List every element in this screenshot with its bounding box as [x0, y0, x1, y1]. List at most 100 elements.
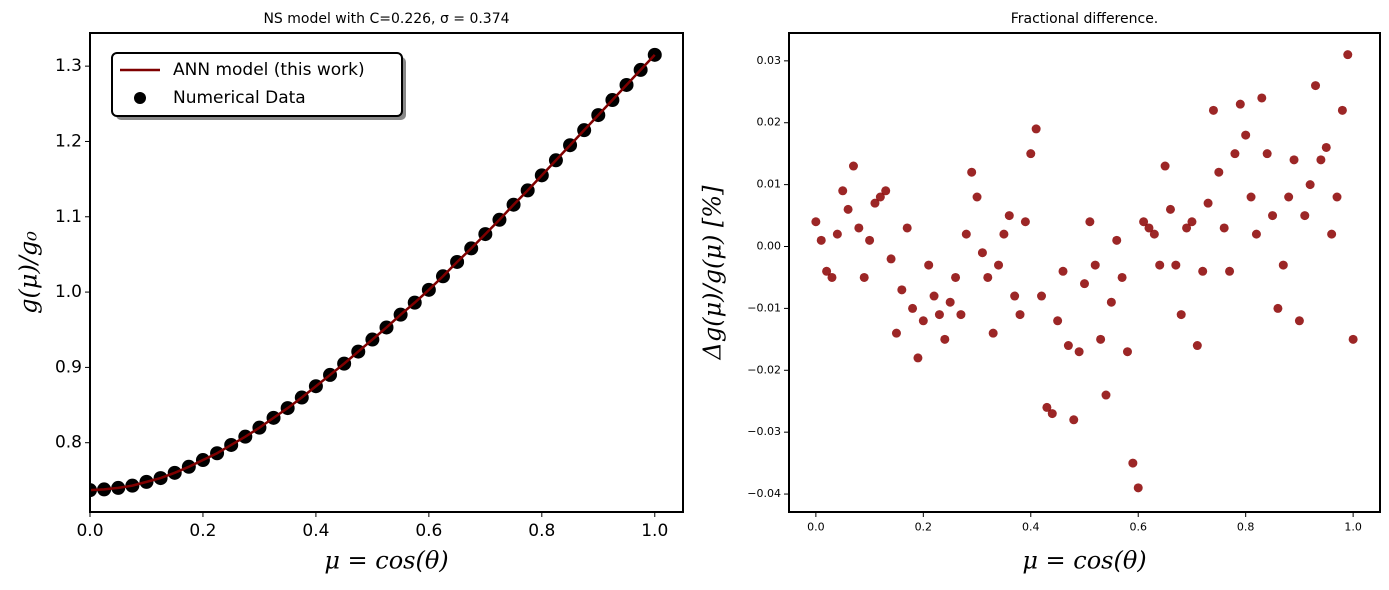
x-tick-label: 0.6 — [1129, 521, 1147, 534]
data-point — [1337, 105, 1347, 115]
chart-title: Fractional difference. — [1011, 11, 1159, 27]
legend — [111, 52, 403, 117]
data-point — [1176, 310, 1186, 320]
x-tick-label: 0.8 — [1237, 521, 1255, 534]
data-point — [1144, 223, 1154, 233]
data-point — [972, 192, 982, 202]
data-point — [854, 223, 864, 233]
data-point — [1316, 155, 1326, 165]
data-point — [1246, 192, 1256, 202]
data-point — [1208, 105, 1218, 115]
legend-swatch — [134, 92, 146, 104]
x-tick-label: 0.8 — [528, 521, 555, 541]
data-point — [1327, 229, 1337, 239]
y-tick-label: −0.01 — [747, 301, 781, 314]
x-tick-label: 1.0 — [1344, 521, 1362, 534]
data-point — [1262, 149, 1272, 159]
data-point — [886, 254, 896, 264]
data-point — [940, 334, 950, 344]
data-point — [1321, 142, 1331, 152]
data-point — [1085, 217, 1095, 227]
data-point — [1289, 155, 1299, 165]
y-tick-label: 1.0 — [55, 282, 82, 302]
data-point — [897, 285, 907, 295]
data-point — [1294, 316, 1304, 326]
data-point — [1214, 167, 1224, 177]
data-point — [1235, 99, 1245, 109]
data-point — [1160, 161, 1170, 171]
data-point — [913, 353, 923, 363]
y-tick-label: 0.01 — [757, 178, 782, 191]
data-point — [1128, 458, 1138, 468]
data-point — [1268, 211, 1278, 221]
data-point — [1031, 124, 1041, 134]
x-tick-label: 0.4 — [1022, 521, 1040, 534]
data-point — [891, 328, 901, 338]
data-point — [832, 229, 842, 239]
data-point — [1063, 341, 1073, 351]
data-point — [1042, 402, 1052, 412]
data-point — [848, 161, 858, 171]
data-point — [1026, 149, 1036, 159]
data-point — [961, 229, 971, 239]
y-tick-label: 1.3 — [55, 56, 82, 76]
data-point — [816, 235, 826, 245]
data-point — [1053, 316, 1063, 326]
y-tick-label: 0.9 — [55, 357, 82, 377]
data-point — [1133, 483, 1143, 493]
data-point — [1343, 50, 1353, 60]
data-point — [1047, 409, 1057, 419]
axes-frame — [89, 32, 684, 513]
data-point — [1278, 260, 1288, 270]
data-point — [1187, 217, 1197, 227]
data-point — [1096, 334, 1106, 344]
data-point — [1300, 211, 1310, 221]
legend-label: ANN model (this work) — [173, 60, 365, 80]
y-axis-label: Δg(μ)/g(μ) [%] — [699, 185, 727, 361]
data-point — [1155, 260, 1165, 270]
y-tick-label: 0.00 — [757, 240, 782, 253]
data-point — [1080, 279, 1089, 289]
data-point — [1171, 260, 1181, 270]
data-point — [1101, 390, 1111, 400]
y-tick-label: 1.2 — [55, 131, 82, 151]
data-point — [1037, 291, 1047, 301]
data-point — [1219, 223, 1229, 233]
data-point — [881, 186, 891, 196]
axes-frame — [788, 32, 1381, 513]
data-point — [1058, 266, 1068, 276]
data-point — [822, 266, 832, 276]
data-point — [967, 167, 977, 177]
data-point — [1273, 303, 1283, 313]
data-point — [1230, 149, 1240, 159]
data-point — [1112, 235, 1122, 245]
data-point — [1251, 229, 1261, 239]
y-tick-label: 0.03 — [757, 54, 782, 67]
data-point — [951, 272, 961, 282]
x-tick-label: 0.4 — [302, 521, 329, 541]
data-point — [838, 186, 848, 196]
data-point — [1241, 130, 1251, 140]
data-point — [1203, 198, 1213, 208]
y-axis-label: g(μ)/g₀ — [15, 231, 43, 314]
data-point — [1149, 229, 1159, 239]
data-point — [811, 217, 821, 227]
data-point — [908, 303, 918, 313]
data-point — [865, 235, 875, 245]
data-point — [1192, 341, 1202, 351]
data-point — [929, 291, 939, 301]
data-point — [870, 198, 880, 208]
data-point — [1004, 211, 1014, 221]
data-point — [1074, 347, 1084, 357]
data-point — [956, 310, 966, 320]
data-point — [1332, 192, 1342, 202]
data-point — [1198, 266, 1208, 276]
data-point — [827, 272, 837, 282]
data-point — [1090, 260, 1100, 270]
data-point — [918, 316, 928, 326]
data-point — [1165, 204, 1175, 214]
data-point — [859, 272, 869, 282]
data-point — [988, 328, 998, 338]
chart-title: NS model with C=0.226, σ = 0.374 — [263, 11, 509, 27]
data-point — [1106, 297, 1116, 307]
